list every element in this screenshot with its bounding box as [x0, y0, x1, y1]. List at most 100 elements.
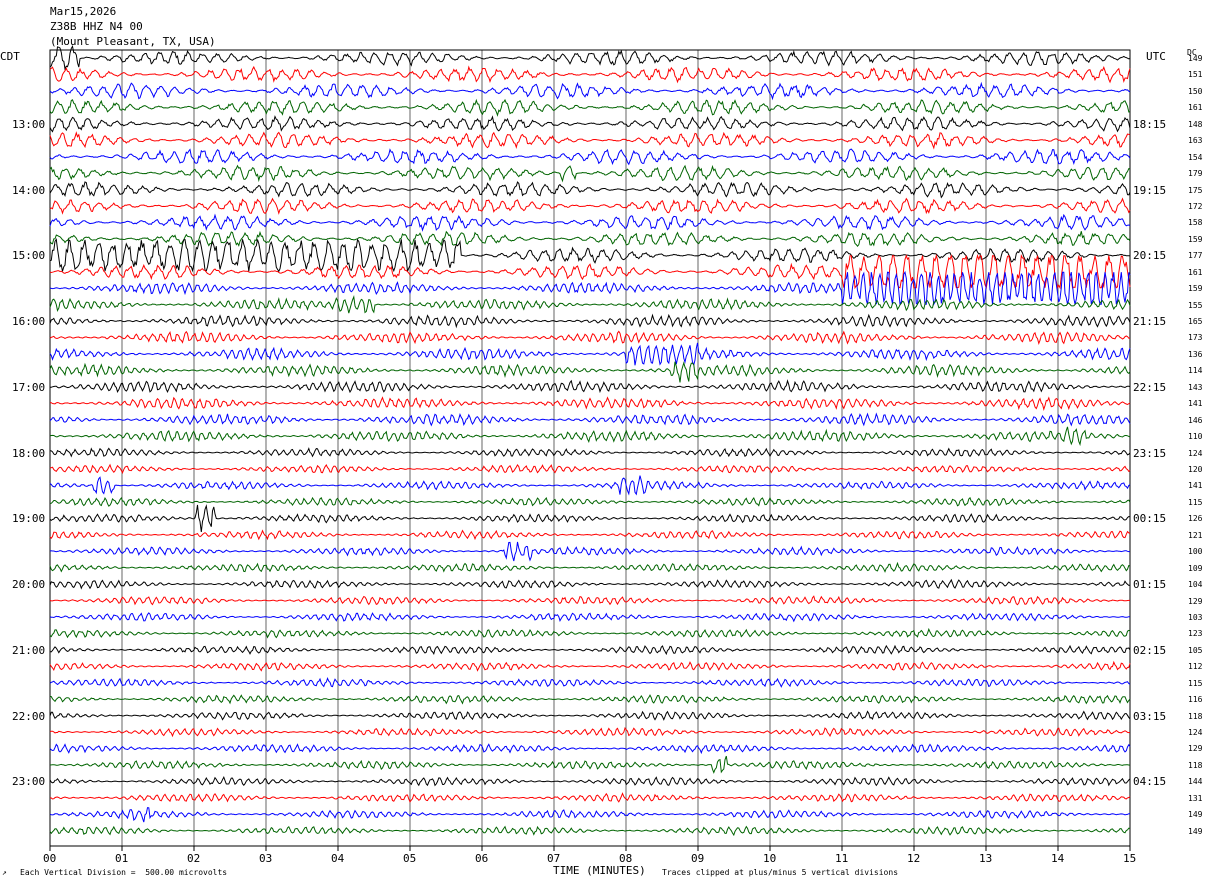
right-hour-label: 21:15: [1133, 315, 1167, 329]
x-tick-label: 06: [475, 852, 489, 865]
trace-row: [49, 475, 1131, 496]
scale-note: Each Vertical Division = 500.00 microvol…: [20, 868, 228, 877]
x-tick-label: 01: [115, 852, 129, 865]
x-tick-label: 13: [979, 852, 993, 865]
station-code: Z38B HHZ N4 00: [50, 20, 143, 33]
x-tick-label: 04: [331, 852, 345, 865]
trace-row: [49, 807, 1131, 823]
dc-offset-label: 126: [1188, 514, 1203, 524]
corner-mark: ↗: [2, 868, 7, 877]
x-tick-label: 07: [547, 852, 561, 865]
trace-row: [49, 743, 1131, 755]
dc-offset-label: 175: [1188, 185, 1203, 195]
dc-offset-label: 141: [1188, 481, 1203, 491]
dc-offset-label: 131: [1188, 793, 1203, 803]
right-hour-label: 20:15: [1133, 249, 1167, 263]
x-axis-title: TIME (MINUTES): [553, 864, 646, 877]
x-tick-label: 02: [187, 852, 201, 865]
chart-date: Mar15,2026: [50, 5, 117, 18]
trace-row: [49, 595, 1130, 606]
dc-offset-label: 116: [1188, 695, 1203, 705]
left-hour-label: 17:00: [12, 380, 46, 394]
trace-row: [49, 115, 1131, 133]
dc-offset-label: 159: [1188, 284, 1203, 294]
trace-row: [49, 727, 1131, 738]
dc-offset-label: 109: [1188, 563, 1203, 573]
dc-offset-label: 141: [1188, 399, 1203, 409]
dc-offset-label: 146: [1188, 415, 1203, 425]
trace-row: [49, 561, 1131, 573]
left-hour-label: 21:00: [12, 643, 46, 657]
trace-row: [49, 825, 1131, 837]
trace-row: [49, 463, 1131, 475]
trace-row: [49, 81, 1131, 101]
trace-row: [49, 253, 1131, 290]
dc-offset-label: 121: [1188, 530, 1203, 540]
dc-offset-label: 163: [1188, 136, 1203, 146]
dc-offset-label: 173: [1188, 333, 1203, 343]
trace-row: [49, 148, 1131, 166]
x-tick-label: 09: [691, 852, 705, 865]
x-tick-label: 03: [259, 852, 273, 865]
dc-offset-label: 172: [1188, 201, 1203, 211]
right-hour-label: 03:15: [1133, 709, 1167, 723]
right-hour-label: 22:15: [1133, 380, 1167, 394]
trace-row: [49, 98, 1131, 117]
left-hour-label: 18:00: [12, 446, 46, 460]
trace-row: [49, 694, 1131, 705]
dc-offset-label: 124: [1188, 448, 1203, 458]
dc-column-label: DC: [1187, 48, 1197, 57]
trace-row: [49, 627, 1131, 639]
dc-offset-label: 179: [1188, 169, 1203, 179]
trace-row: [49, 755, 1131, 774]
trace-row: [49, 45, 1131, 71]
x-tick-label: 00: [43, 852, 57, 865]
trace-row: [49, 612, 1130, 623]
dc-offset-label: 115: [1188, 678, 1203, 688]
dc-offset-label: 149: [1188, 54, 1203, 63]
trace-row: [49, 660, 1131, 672]
dc-offset-label: 104: [1188, 580, 1203, 590]
dc-offset-label: 159: [1188, 234, 1203, 244]
x-tick-label: 10: [763, 852, 777, 865]
trace-row: [49, 330, 1131, 346]
clip-note: Traces clipped at plus/minus 5 vertical …: [662, 868, 899, 877]
dc-offset-label: 115: [1188, 497, 1203, 507]
dc-offset-label: 112: [1188, 662, 1203, 672]
trace-row: [49, 213, 1131, 232]
left-hour-label: 19:00: [12, 512, 46, 526]
right-hour-label: 18:15: [1133, 117, 1167, 131]
dc-offset-label: 100: [1188, 547, 1203, 557]
trace-row: [49, 426, 1131, 447]
trace-row: [49, 541, 1130, 562]
trace-row: [49, 131, 1131, 150]
plot-frame: [49, 49, 1131, 847]
station-location: (Mount Pleasant, TX, USA): [50, 35, 216, 48]
dc-offset-label: 143: [1188, 382, 1203, 392]
trace-row: [49, 677, 1131, 688]
left-hour-label: 22:00: [12, 709, 46, 723]
trace-row: [49, 361, 1131, 383]
dc-offset-label: 161: [1188, 267, 1203, 277]
dc-offset-label: 144: [1188, 777, 1203, 787]
dc-offset-label: 136: [1188, 349, 1203, 359]
dc-offset-label: 114: [1188, 366, 1203, 376]
trace-row: [49, 412, 1131, 427]
dc-offset-label: 150: [1188, 86, 1203, 96]
left-hour-label: 16:00: [12, 315, 46, 329]
trace-row: [49, 197, 1131, 215]
x-tick-label: 11: [835, 852, 849, 865]
right-hour-label: 01:15: [1133, 578, 1167, 592]
dc-offset-label: 118: [1188, 760, 1203, 770]
dc-offset-label: 118: [1188, 711, 1203, 721]
dc-offset-label: 129: [1188, 596, 1203, 606]
dc-offset-label: 129: [1188, 744, 1203, 754]
dc-offset-label: 161: [1188, 103, 1203, 113]
trace-row: [49, 529, 1131, 541]
x-tick-label: 08: [619, 852, 633, 865]
dc-offset-label: 149: [1188, 810, 1203, 820]
trace-row: [49, 164, 1131, 183]
trace-row: [49, 230, 1131, 247]
dc-offset-label: 105: [1188, 645, 1203, 655]
